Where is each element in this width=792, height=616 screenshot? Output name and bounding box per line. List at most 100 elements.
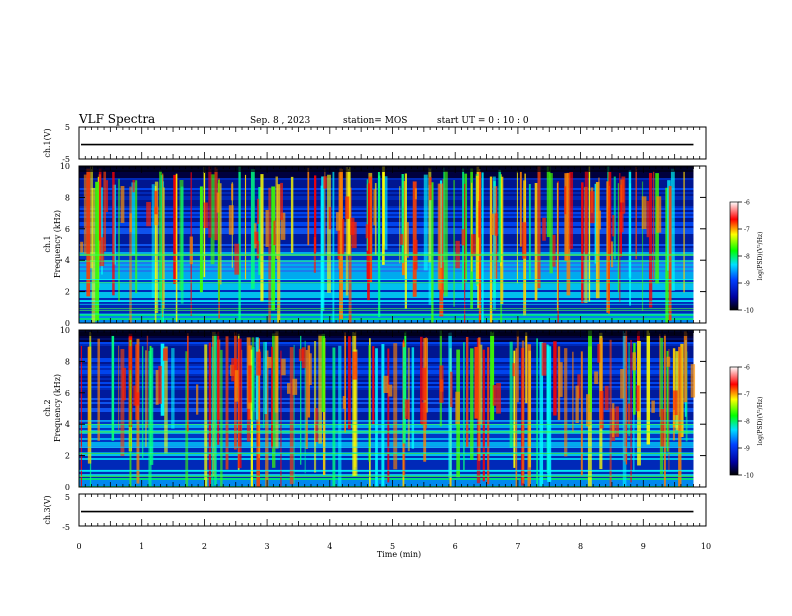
spectrogram-streak [470,348,474,460]
spectrogram-streak [581,182,584,304]
spectrogram-streak [268,187,271,323]
spectrogram-hotspot [494,213,498,236]
spectrogram-streak [265,350,269,487]
spectrogram-streak [608,185,610,314]
spectrogram-streak [118,178,120,302]
spec2-ytick-label: 0 [65,483,70,492]
spectrogram-streak [290,176,294,253]
spectrogram-streak [304,340,306,474]
spectrogram-band [79,394,694,396]
spectrogram-streak [564,173,569,261]
spectrogram-band [79,470,694,472]
spectrogram-hotspot [404,399,410,419]
spectrogram-hotspot [450,371,453,408]
figure-title: VLF Spectra [78,112,155,126]
spectrogram-streak [250,169,255,289]
spectrogram-streak [251,347,255,422]
spectrogram-streak [580,351,583,476]
spectrogram-streak [613,176,616,260]
spectrogram-band [79,458,694,460]
spectrogram-streak [464,173,468,282]
spectrogram-band [79,366,694,368]
spectrogram-streak [211,346,214,487]
spectrogram-streak [423,174,428,271]
spectrogram-hotspot [559,362,563,397]
ch1-ytick-bottom: -5 [62,155,70,164]
spectrogram-streak [528,184,531,280]
spectrogram-hotspot [461,229,466,246]
spectrogram-hotspot [162,348,168,361]
spectrogram-band [79,318,694,320]
spectrogram-hotspot [421,402,426,426]
spectrogram-streak [83,174,87,254]
spectrogram-streak [280,350,282,487]
spectrogram-band [79,356,694,358]
spectrogram-streak [95,181,100,322]
spectrogram-streak [258,186,261,276]
spectrogram-streak [474,346,479,419]
spectrogram-streak [260,174,264,302]
spectrogram-band [79,368,694,370]
spectrogram-hotspot [257,198,260,224]
spectrogram-streak [646,330,651,445]
spectrogram-hotspot [345,196,350,219]
spectrogram-streak [185,351,189,487]
spectrogram-streak [465,336,469,448]
spectrogram-hotspot [132,180,135,193]
spectrogram-streak [668,185,672,321]
spectrogram-band [79,284,694,286]
spectrogram-streak [609,339,612,487]
spectrogram-hotspot [122,367,126,401]
spectrogram-band [79,450,694,452]
spectrogram-streak [521,340,525,484]
spectrogram-hotspot [586,394,591,427]
spectrogram-streak [314,175,317,253]
spectrogram-streak [214,167,218,241]
spectrogram-streak [668,348,670,471]
spectrogram-streak [300,335,302,465]
spectrogram-streak [112,171,115,296]
spectrogram-streak [475,175,479,282]
spectrogram-hotspot [99,237,105,267]
spectrogram-hotspot [619,212,624,233]
spectrogram-hotspot [621,176,626,214]
spectrogram-streak [175,173,178,322]
spectrogram-streak [131,182,136,256]
spectrogram-band [79,408,694,410]
spectrogram-band [79,278,694,280]
spectrogram-hotspot [234,243,240,275]
spectrogram-hotspot [155,370,159,405]
spectrogram-hotspot [470,234,476,257]
spectrogram-streak [666,350,669,452]
spectrogram-hotspot [521,222,527,259]
spectrogram-hotspot [597,343,601,363]
spec1-ytick-label: 6 [65,225,70,234]
ylabel-line: Frequency (kHz) [53,374,62,442]
spectrogram-streak [525,332,528,404]
spectrogram-hotspot [342,219,345,255]
spectrogram-band [79,340,694,342]
spectrogram-streak [135,180,138,294]
ch2-colorbar-label: log(PSD)(V²/Hz) [757,397,764,446]
spectrogram-streak [401,174,404,263]
spectrogram-hotspot [280,212,286,240]
spectrogram-streak [516,170,518,284]
spectrogram-streak [80,345,83,487]
spectrogram-streak [164,346,168,454]
ch1-ytick-top: 5 [65,123,70,132]
spec2-ytick-label: 10 [60,326,70,335]
spectrogram-streak [515,348,518,487]
spectrogram-band [79,444,694,446]
spectrogram-streak [569,171,574,249]
spectrogram-streak [307,167,310,246]
spectrogram-streak [443,167,445,262]
spectrogram-streak [367,183,370,301]
ylabel-line: Frequency (kHz) [53,210,62,278]
spectrogram-streak [482,349,485,482]
spectrogram-streak [162,187,165,309]
spectrogram-streak [220,349,223,487]
spectrogram-streak [150,347,154,465]
colorbar1-tick-label: -7 [744,227,750,234]
spectrogram-hotspot [439,365,444,403]
spectrogram-hotspot [336,212,341,231]
